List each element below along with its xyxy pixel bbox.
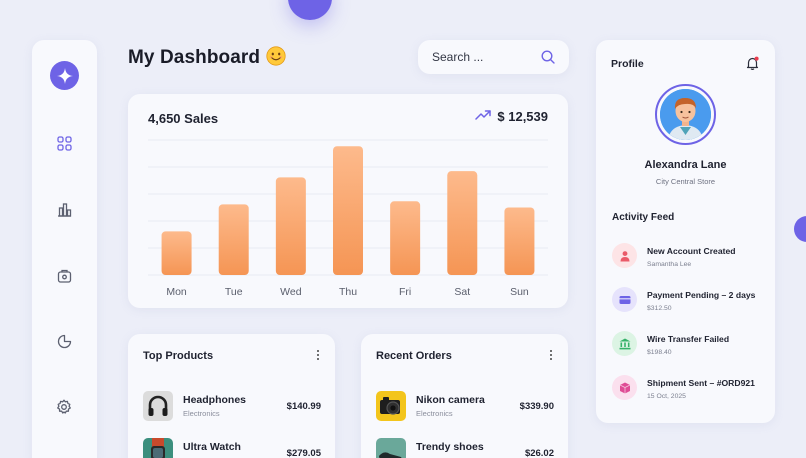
product-name: Headphones (183, 394, 247, 406)
x-tick-label: Sun (510, 286, 529, 298)
product-category: Electronics (183, 409, 220, 418)
feed-title: Wire Transfer Failed (647, 334, 730, 344)
order-price: $339.90 (519, 401, 554, 412)
user-icon (612, 243, 637, 268)
list-item[interactable]: Nikon camera Electronics $339.90 (376, 391, 554, 421)
product-price: $279.05 (286, 448, 321, 458)
headphones-thumbnail (143, 391, 173, 421)
bar-sat[interactable] (447, 171, 478, 275)
page-header: My Dashboard (128, 45, 286, 71)
avatar[interactable] (655, 84, 716, 145)
feed-subtitle: $198.40 (647, 349, 672, 356)
top-products-title: Top Products (143, 350, 214, 362)
revenue-total: $ 12,539 (475, 109, 548, 124)
feed-item[interactable]: Payment Pending – 2 days $312.50 (612, 287, 772, 315)
page-title: My Dashboard (128, 47, 261, 68)
order-name: Trendy shoes (416, 441, 484, 453)
search-bar (418, 40, 569, 74)
list-item[interactable]: Headphones Electronics $140.99 (143, 391, 321, 421)
profile-name: Alexandra Lane (644, 159, 727, 171)
product-name: Ultra Watch (183, 441, 241, 453)
more-menu-icon[interactable] (548, 348, 554, 362)
revenue-value: $ 12,539 (497, 109, 548, 124)
bar-chart-icon[interactable] (55, 200, 73, 218)
recent-orders-card: Recent Orders Nikon camera Electronics $… (361, 334, 568, 458)
product-price: $140.99 (286, 401, 321, 412)
bar-mon[interactable] (161, 231, 192, 275)
decorative-blob (794, 216, 806, 242)
profile-title: Profile (611, 58, 644, 70)
profile-store: City Central Store (655, 177, 716, 186)
x-tick-label: Sat (454, 286, 470, 298)
camera-thumbnail (376, 391, 406, 421)
recent-orders-title: Recent Orders (376, 350, 452, 362)
pie-chart-icon[interactable] (55, 332, 73, 350)
bar-sun[interactable] (504, 207, 535, 276)
box-icon (612, 375, 637, 400)
watch-thumbnail (143, 438, 173, 458)
decorative-blob (288, 0, 332, 20)
list-item[interactable]: Trendy shoes $26.02 (376, 438, 554, 458)
x-tick-label: Tue (225, 286, 243, 298)
x-tick-label: Fri (399, 286, 411, 298)
bank-icon (612, 331, 637, 356)
x-tick-label: Wed (280, 286, 302, 298)
bar-fri[interactable] (390, 201, 421, 275)
sales-bar-chart: Mon Tue Wed Thu Fri Sat Sun (148, 139, 548, 298)
trend-up-icon (475, 109, 492, 124)
order-category: Electronics (416, 409, 453, 418)
feed-title: Shipment Sent – #ORD921 (647, 378, 755, 388)
list-item[interactable]: Ultra Watch $279.05 (143, 438, 321, 458)
feed-subtitle: 15 Oct, 2025 (647, 393, 686, 400)
smile-emoji-icon (266, 45, 286, 71)
feed-item[interactable]: Shipment Sent – #ORD921 15 Oct, 2025 (612, 375, 772, 403)
feed-title: New Account Created (647, 246, 736, 256)
sales-total: 4,650 Sales (148, 111, 219, 126)
x-tick-label: Thu (339, 286, 357, 298)
gear-icon[interactable] (55, 398, 73, 416)
bell-icon[interactable] (746, 56, 759, 75)
shoes-thumbnail (376, 438, 406, 458)
sales-chart-card: Mon Tue Wed Thu Fri Sat Sun 4,650 Sales $ 12,5… (128, 94, 568, 308)
feed-subtitle: Samantha Lee (647, 261, 692, 268)
order-price: $26.02 (524, 448, 554, 458)
search-icon[interactable] (541, 50, 555, 69)
profile-card: Profile Alexandra Lane City Central Stor… (596, 40, 775, 423)
activity-feed-title: Activity Feed (612, 212, 675, 223)
feed-title: Payment Pending – 2 days (647, 290, 756, 300)
x-tick-label: Mon (166, 286, 187, 298)
order-name: Nikon camera (416, 394, 485, 406)
bar-thu[interactable] (333, 146, 363, 275)
more-menu-icon[interactable] (315, 348, 321, 362)
search-input[interactable] (432, 50, 532, 64)
feed-item[interactable]: New Account Created Samantha Lee (612, 243, 772, 271)
feed-subtitle: $312.50 (647, 305, 672, 312)
card-icon (612, 287, 637, 312)
wallet-icon[interactable] (55, 266, 73, 284)
logo-icon[interactable] (50, 61, 79, 90)
sidebar (32, 40, 97, 458)
feed-item[interactable]: Wire Transfer Failed $198.40 (612, 331, 772, 359)
bar-wed[interactable] (275, 177, 306, 275)
top-products-card: Top Products Headphones Electronics $140… (128, 334, 335, 458)
grid-icon[interactable] (55, 134, 73, 152)
bar-tue[interactable] (218, 204, 249, 275)
